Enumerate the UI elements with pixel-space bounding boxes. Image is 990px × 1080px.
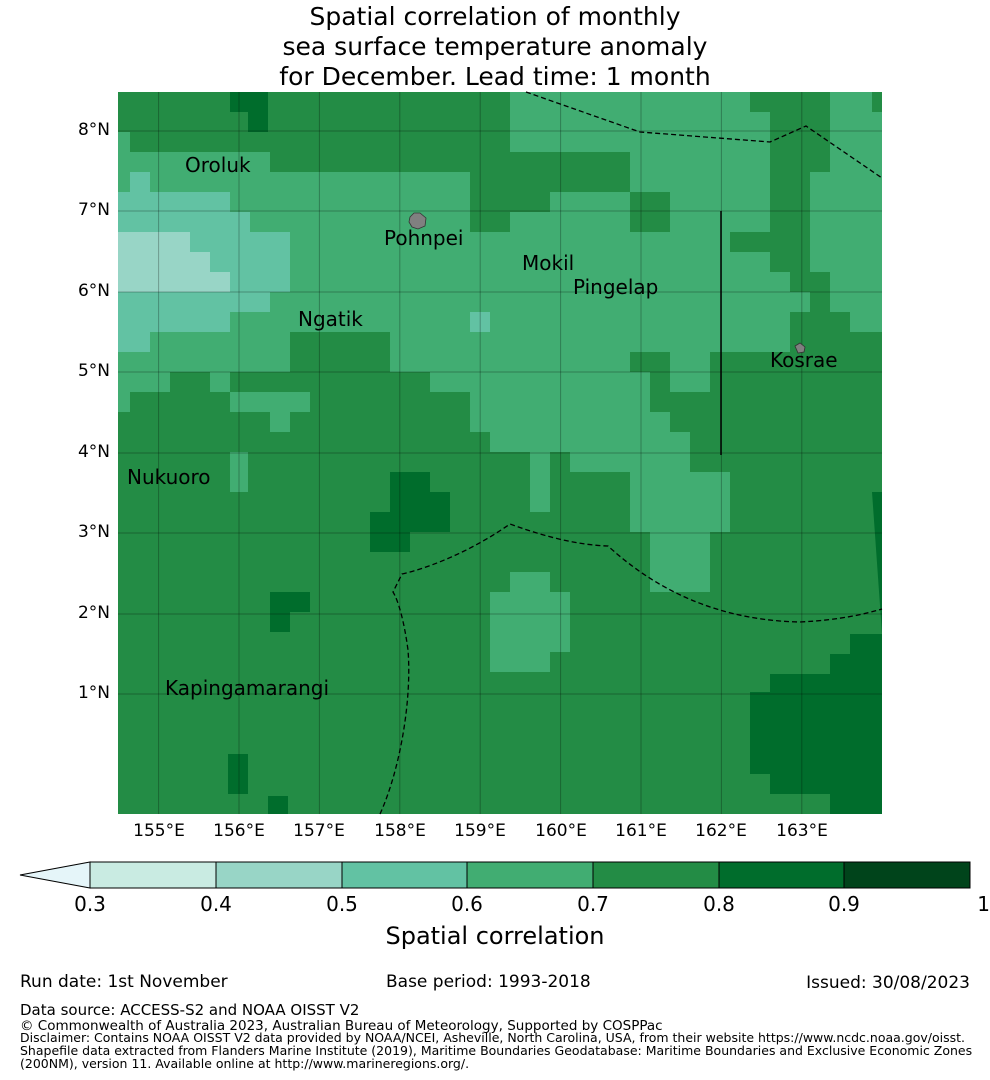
copyright-notice: © Commonwealth of Australia 2023, Austra… [20, 1018, 663, 1034]
kosrae-island [794, 342, 806, 354]
colorbar-tick-0.4: 0.4 [200, 892, 232, 916]
place-pohnpei: Pohnpei [384, 226, 464, 250]
colorbar-bin-0.8-0.9 [718, 861, 845, 889]
colorbar-title: Spatial correlation [385, 922, 605, 950]
region-0.7-0.8-patches [290, 152, 882, 452]
place-ngatik: Ngatik [298, 307, 363, 331]
colorbar-tick-0.8: 0.8 [703, 892, 735, 916]
colorbar-bin-0.6-0.7 [466, 861, 594, 889]
data-source: Data source: ACCESS-S2 and NOAA OISST V2 [20, 1001, 360, 1019]
lon-label-162E: 162°E [695, 821, 747, 841]
lon-label-155E: 155°E [133, 821, 185, 841]
colorbar-bin-0.3-0.4 [89, 861, 217, 889]
colorbar-bin-0.5-0.6 [341, 861, 468, 889]
graticule [118, 92, 882, 814]
colorbar-tick-0.6: 0.6 [451, 892, 483, 916]
colorbar-bin-0.4-0.5 [215, 861, 343, 889]
place-oroluk: Oroluk [185, 153, 251, 177]
lat-label-1N: 1°N [77, 683, 110, 703]
run-date: Run date: 1st November [20, 972, 228, 992]
base-period: Base period: 1993-2018 [386, 972, 591, 992]
island-shapes [408, 212, 806, 354]
disclaimer-line-1: Disclaimer: Contains NOAA OISST V2 data … [20, 1030, 965, 1045]
region-0.8-0.9 [228, 92, 882, 814]
lat-label-4N: 4°N [77, 442, 110, 462]
correlation-map [19, 91, 971, 889]
title-line-2: sea surface temperature anomaly [282, 32, 708, 61]
colorbar-tick-0.3: 0.3 [74, 892, 106, 916]
place-kapingamarangi: Kapingamarangi [165, 676, 330, 700]
lon-label-158E: 158°E [374, 821, 426, 841]
place-kosrae: Kosrae [770, 348, 838, 372]
eez-boundaries [379, 91, 883, 815]
lat-label-2N: 2°N [77, 603, 110, 623]
lon-label-161E: 161°E [615, 821, 667, 841]
colorbar-bin-0.9-1 [843, 861, 971, 889]
title-line-3: for December. Lead time: 1 month [279, 62, 711, 91]
colorbar-extend-arrow [19, 861, 91, 889]
chart-title: Spatial correlation of monthly sea surfa… [0, 2, 990, 92]
place-nukuoro: Nukuoro [127, 465, 211, 489]
lon-label-163E: 163°E [776, 821, 828, 841]
lon-label-157E: 157°E [293, 821, 345, 841]
colorbar [19, 861, 971, 889]
colorbar-tick-0.7: 0.7 [577, 892, 609, 916]
lon-label-160E: 160°E [535, 821, 587, 841]
place-mokil: Mokil [522, 251, 575, 275]
title-line-1: Spatial correlation of monthly [309, 2, 681, 31]
place-pingelap: Pingelap [573, 275, 659, 299]
colorbar-tick-0.9: 0.9 [828, 892, 860, 916]
lat-label-5N: 5°N [77, 361, 110, 381]
disclaimer-line-2: Shapefile data extracted from Flanders M… [20, 1043, 973, 1058]
disclaimer-line-3: (200NM), version 11. Available online at… [20, 1056, 470, 1071]
colorbar-bin-0.7-0.8 [592, 861, 720, 889]
lat-label-3N: 3°N [77, 522, 110, 542]
lat-label-6N: 6°N [77, 281, 110, 301]
region-0.4-0.5 [118, 232, 230, 292]
lat-label-7N: 7°N [77, 200, 110, 220]
colorbar-tick-1: 1 [977, 892, 990, 916]
pohnpei-island [408, 212, 427, 230]
issued-date: Issued: 30/08/2023 [806, 973, 970, 993]
colorbar-tick-0.5: 0.5 [326, 892, 358, 916]
lon-label-159E: 159°E [454, 821, 506, 841]
lat-label-8N: 8°N [77, 120, 110, 140]
lon-label-156E: 156°E [213, 821, 265, 841]
